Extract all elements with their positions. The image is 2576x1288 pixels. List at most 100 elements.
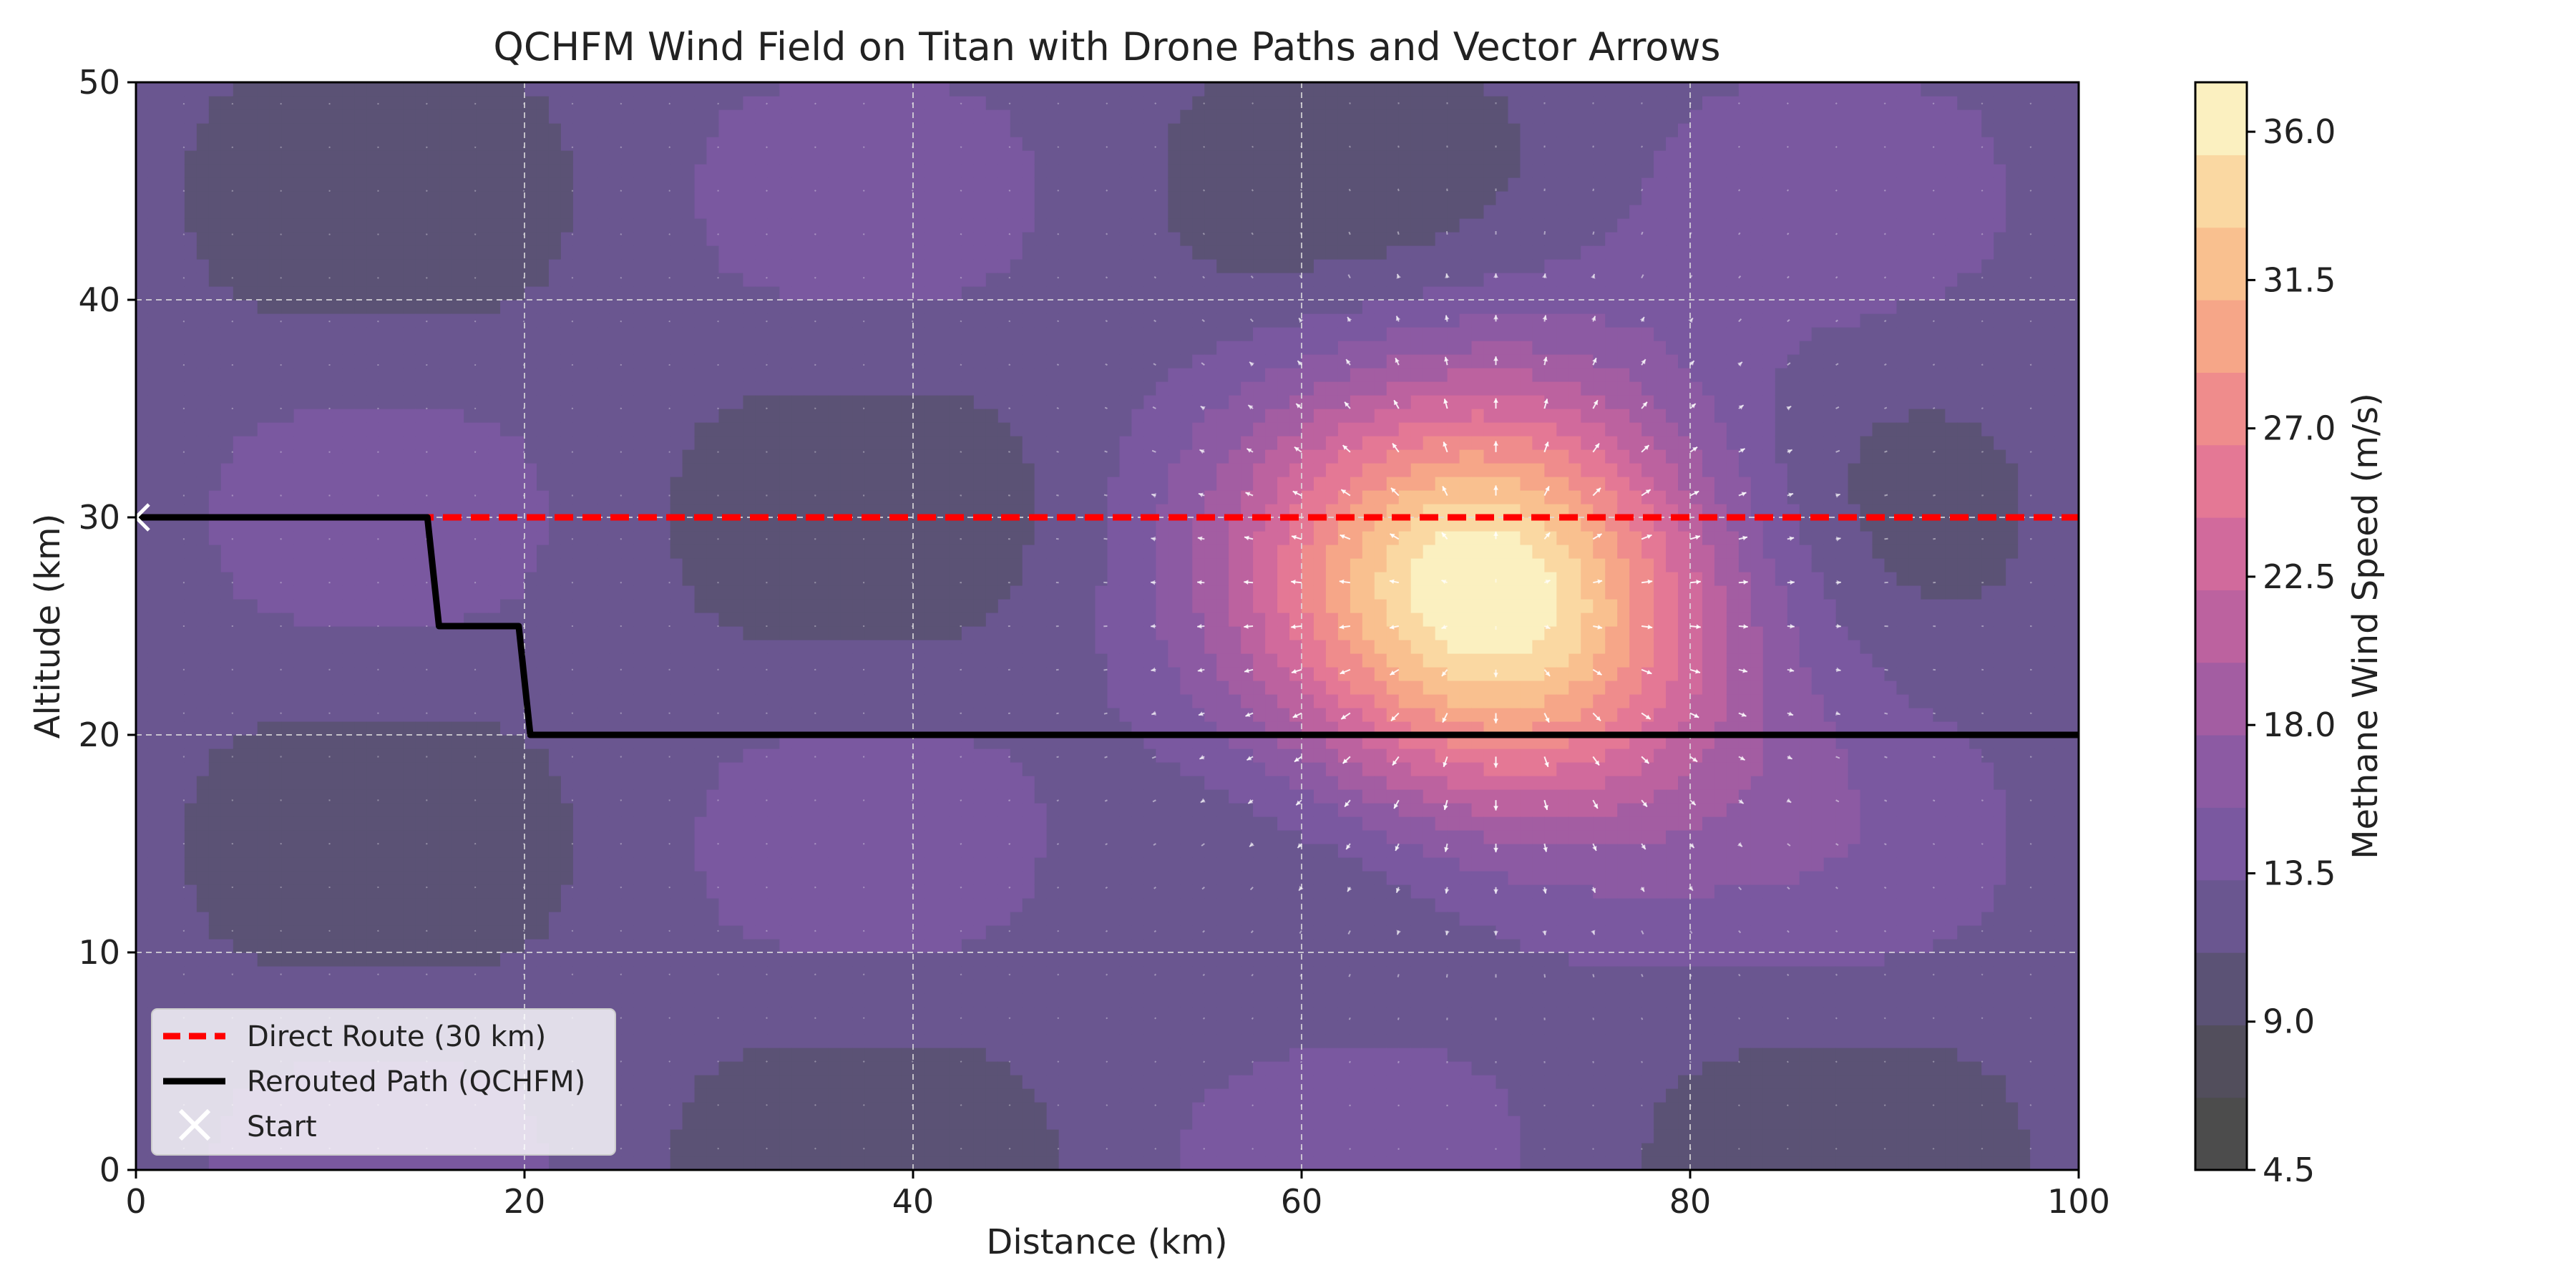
- heatmap-cell: [476, 572, 489, 586]
- heatmap-cell: [852, 844, 865, 858]
- heatmap-cell: [828, 341, 841, 355]
- heatmap-cell: [682, 816, 696, 831]
- heatmap-cell: [548, 912, 562, 926]
- heatmap-cell: [633, 762, 647, 776]
- heatmap-cell: [257, 409, 270, 423]
- heatmap-cell: [269, 871, 283, 885]
- heatmap-cell: [560, 300, 574, 314]
- heatmap-cell: [864, 300, 877, 314]
- heatmap-cell: [694, 1061, 708, 1075]
- heatmap-cell: [525, 748, 537, 763]
- heatmap-cell: [743, 205, 756, 219]
- heatmap-cell: [658, 830, 671, 844]
- heatmap-cell: [877, 884, 889, 899]
- heatmap-cell: [379, 477, 391, 491]
- heatmap-cell: [427, 776, 440, 790]
- heatmap-cell: [767, 898, 780, 912]
- heatmap-cell: [220, 273, 234, 287]
- heatmap-cell: [731, 354, 744, 369]
- heatmap-cell: [840, 762, 853, 776]
- heatmap-cell: [658, 667, 671, 681]
- heatmap-cell: [293, 531, 307, 545]
- heatmap-cell: [269, 531, 283, 545]
- heatmap-cell: [743, 1061, 756, 1075]
- heatmap-cell: [743, 708, 756, 722]
- heatmap-cell: [548, 205, 562, 219]
- heatmap-cell: [233, 449, 246, 464]
- heatmap-cell: [694, 259, 708, 273]
- heatmap-cell: [172, 640, 185, 654]
- heatmap-cell: [633, 748, 647, 763]
- heatmap-cell: [828, 1048, 841, 1062]
- heatmap-cell: [439, 341, 452, 355]
- heatmap-cell: [512, 952, 525, 967]
- heatmap-cell: [452, 273, 464, 287]
- heatmap-cell: [804, 150, 816, 165]
- heatmap-cell: [464, 939, 477, 953]
- heatmap-cell: [840, 313, 853, 328]
- heatmap-cell: [731, 980, 744, 994]
- heatmap-cell: [816, 912, 829, 926]
- heatmap-cell: [452, 259, 464, 273]
- heatmap-cell: [791, 259, 804, 273]
- heatmap-cell: [791, 844, 804, 858]
- heatmap-cell: [767, 857, 780, 872]
- heatmap-cell: [743, 599, 756, 613]
- heatmap-cell: [415, 545, 428, 559]
- heatmap-cell: [415, 273, 428, 287]
- heatmap-cell: [536, 993, 550, 1008]
- heatmap-cell: [621, 300, 635, 314]
- heatmap-cell: [160, 354, 173, 369]
- heatmap-cell: [852, 748, 865, 763]
- heatmap-cell: [779, 980, 792, 994]
- heatmap-cell: [670, 1143, 683, 1157]
- heatmap-cell: [560, 545, 574, 559]
- heatmap-cell: [439, 952, 452, 967]
- heatmap-cell: [743, 939, 756, 953]
- heatmap-cell: [718, 531, 732, 545]
- heatmap-cell: [767, 1020, 780, 1035]
- heatmap-cell: [804, 245, 816, 260]
- heatmap-cell: [464, 123, 477, 137]
- heatmap-cell: [184, 667, 197, 681]
- heatmap-cell: [330, 327, 343, 341]
- heatmap-cell: [257, 1156, 270, 1170]
- heatmap-cell: [233, 721, 246, 736]
- heatmap-cell: [840, 463, 853, 477]
- heatmap-cell: [147, 857, 161, 872]
- heatmap-cell: [731, 708, 744, 722]
- heatmap-cell: [306, 1156, 319, 1170]
- heatmap-cell: [767, 449, 780, 464]
- heatmap-cell: [597, 980, 610, 994]
- heatmap-cell: [427, 436, 440, 450]
- heatmap-cell: [718, 912, 732, 926]
- heatmap-cell: [694, 82, 708, 97]
- heatmap-cell: [852, 218, 865, 233]
- heatmap-cell: [755, 232, 768, 246]
- heatmap-cell: [816, 82, 829, 97]
- heatmap-cell: [816, 273, 829, 287]
- heatmap-cell: [597, 613, 610, 627]
- heatmap-cell: [645, 762, 659, 776]
- heatmap-cell: [427, 939, 440, 953]
- heatmap-cell: [743, 259, 756, 273]
- heatmap-cell: [525, 341, 537, 355]
- heatmap-cell: [391, 422, 404, 436]
- heatmap-cell: [658, 354, 671, 369]
- heatmap-cell: [767, 300, 780, 314]
- heatmap-cell: [828, 1129, 841, 1143]
- heatmap-cell: [682, 980, 696, 994]
- heatmap-cell: [877, 422, 889, 436]
- heatmap-cell: [318, 123, 331, 137]
- heatmap-cell: [330, 218, 343, 233]
- heatmap-cell: [670, 1129, 683, 1143]
- heatmap-cell: [560, 694, 574, 708]
- heatmap-cell: [597, 776, 610, 790]
- heatmap-cell: [208, 409, 222, 423]
- heatmap-cell: [403, 884, 416, 899]
- heatmap-cell: [864, 490, 877, 504]
- heatmap-cell: [464, 748, 477, 763]
- heatmap-cell: [731, 844, 744, 858]
- heatmap-cell: [682, 409, 696, 423]
- heatmap-cell: [548, 993, 562, 1008]
